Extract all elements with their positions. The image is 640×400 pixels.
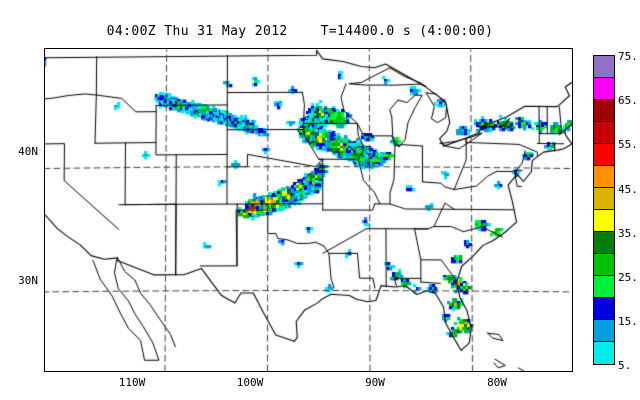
x-axis-tick-110w: 110W — [118, 376, 146, 389]
colorbar-label-2: 55. — [618, 138, 638, 151]
x-axis-tick-80w: 80W — [487, 376, 507, 389]
colorbar-segment-20 — [594, 298, 614, 320]
colorbar-segment-45 — [594, 188, 614, 210]
y-axis-tick-30n: 30N — [18, 274, 38, 287]
colorbar-segment-55 — [594, 144, 614, 166]
map-plot-area — [44, 48, 573, 372]
colorbar-segment-30 — [594, 254, 614, 276]
colorbar-segment-50 — [594, 166, 614, 188]
x-axis-tick-100w: 100W — [236, 376, 264, 389]
colorbar-segment-25 — [594, 276, 614, 298]
reflectivity-map-canvas — [45, 49, 572, 371]
colorbar-label-1: 65. — [618, 94, 638, 107]
colorbar-label-5: 25. — [618, 271, 638, 284]
y-axis-tick-40n: 40N — [18, 145, 38, 158]
x-axis-tick-90w: 90W — [365, 376, 385, 389]
colorbar-segment-40 — [594, 210, 614, 232]
colorbar-label-7: 5. — [618, 359, 632, 372]
colorbar-segment-35 — [594, 232, 614, 254]
plot-title: 04:00Z Thu 31 May 2012 T=14400.0 s (4:00… — [106, 24, 494, 39]
reflectivity-colorbar — [593, 55, 615, 365]
colorbar-label-4: 35. — [618, 227, 638, 240]
colorbar-label-6: 15. — [618, 315, 638, 328]
colorbar-segment-75 — [594, 56, 614, 78]
colorbar-segment-65 — [594, 100, 614, 122]
colorbar-segment-70 — [594, 78, 614, 100]
colorbar-label-3: 45. — [618, 183, 638, 196]
colorbar-segment-15 — [594, 320, 614, 342]
colorbar-segment-60 — [594, 122, 614, 144]
colorbar-label-0: 75. — [618, 50, 638, 63]
colorbar-segment-10 — [594, 342, 614, 364]
